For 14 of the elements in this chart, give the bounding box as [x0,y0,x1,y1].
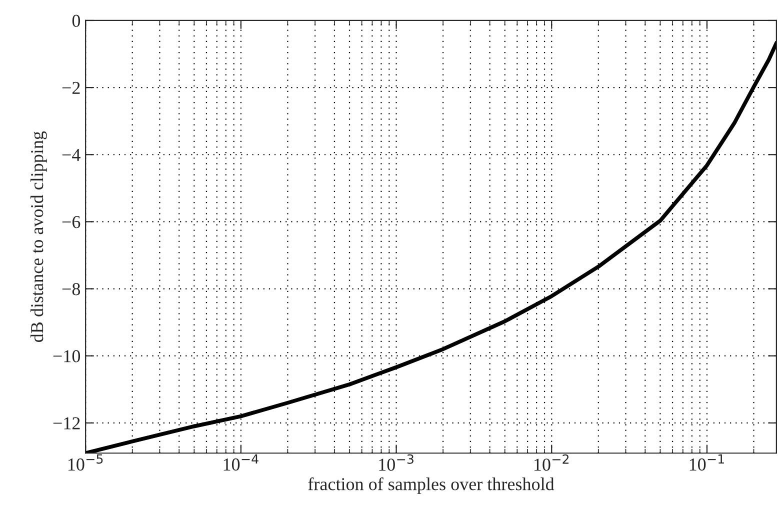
y-axis-title: dB distance to avoid clipping [30,131,47,342]
x-tick-label: 10$^{−5}$ [68,454,103,471]
y-tick-label: −12 [53,417,80,430]
x-tick-label: 10$^{−3}$ [379,454,414,471]
y-tick-label: −10 [53,350,80,362]
y-tick-label: −4 [62,149,80,161]
y-tick-label: −6 [62,216,80,228]
x-tick-label: 10$^{−4}$ [224,454,258,471]
x-axis-title: fraction of samples over threshold [308,477,554,494]
y-tick-label: 0 [72,14,80,27]
x-tick-label: 10$^{−1}$ [690,454,724,471]
y-tick-label: −2 [62,82,80,94]
y-tick-label: −8 [62,283,80,296]
x-tick-label: 10$^{−2}$ [534,454,569,471]
